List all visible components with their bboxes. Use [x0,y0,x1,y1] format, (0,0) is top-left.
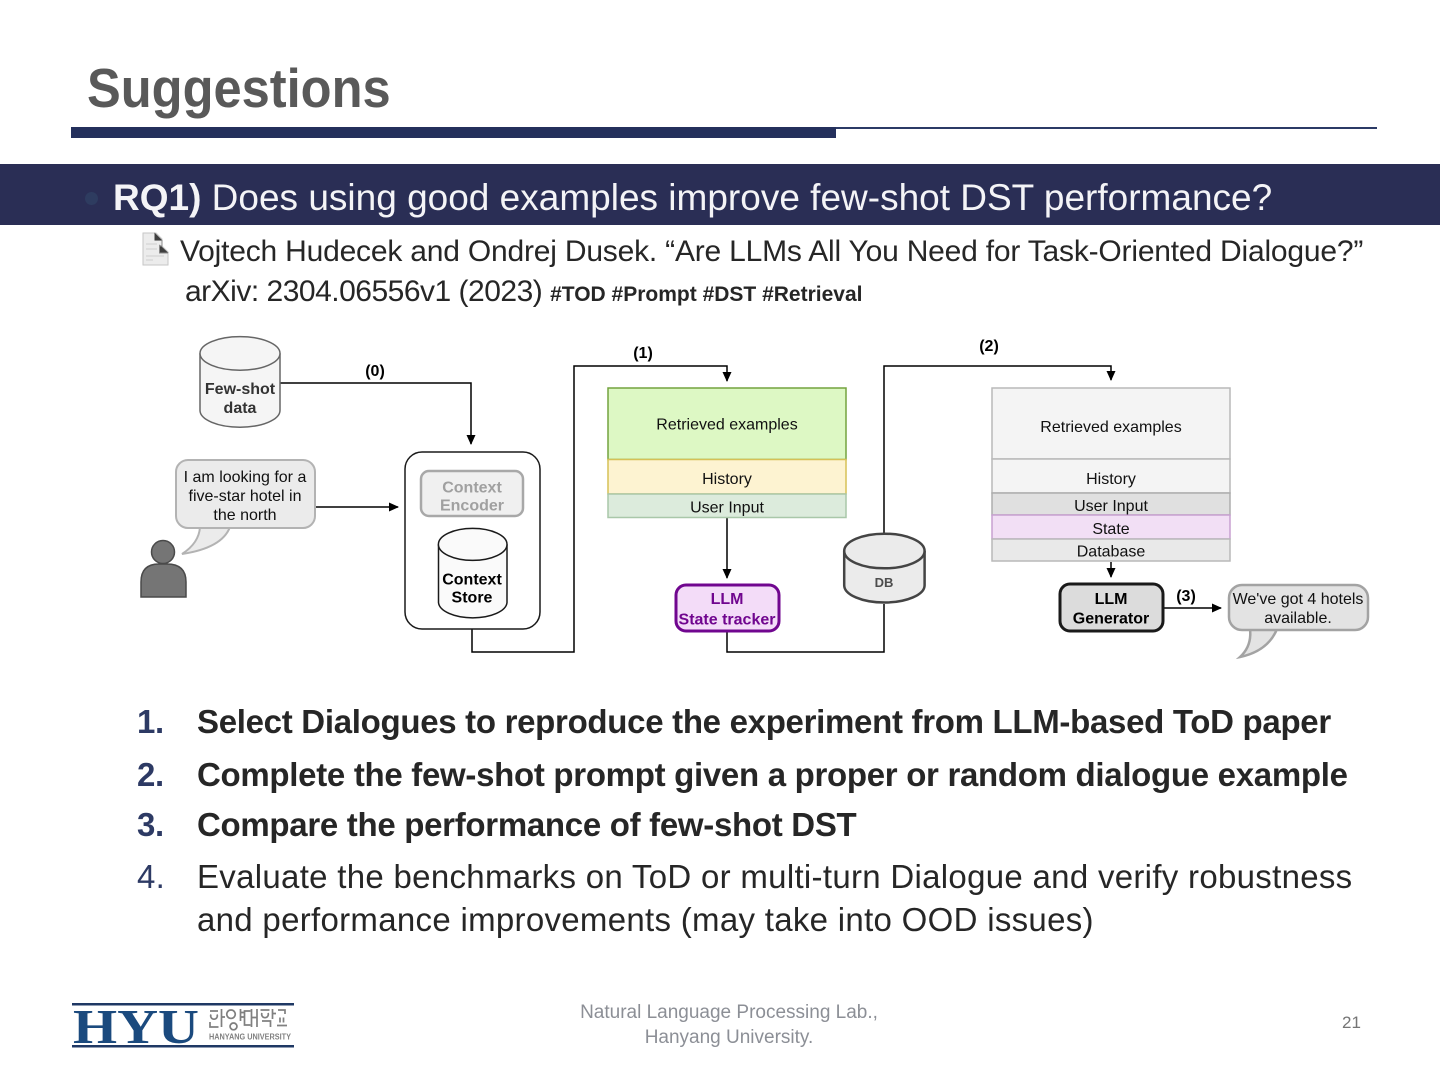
svg-text:I am looking for a: I am looking for a [184,469,307,486]
svg-text:LLM: LLM [711,591,744,608]
svg-text:We've got 4 hotels: We've got 4 hotels [1233,591,1364,608]
svg-text:(0): (0) [365,363,385,380]
svg-text:Database: Database [1077,544,1146,561]
svg-text:(1): (1) [633,345,653,362]
svg-text:Retrieved examples: Retrieved examples [656,417,797,434]
svg-text:five-star hotel in: five-star hotel in [189,488,302,505]
svg-text:Context: Context [442,572,502,589]
svg-text:Few-shot: Few-shot [205,381,276,398]
svg-text:State: State [1092,521,1129,538]
svg-text:Store: Store [452,590,493,607]
svg-text:Generator: Generator [1073,611,1149,628]
svg-text:(3): (3) [1176,588,1196,605]
svg-text:data: data [224,400,257,417]
svg-text:State tracker: State tracker [679,612,776,629]
svg-text:available.: available. [1264,610,1332,627]
svg-text:the north: the north [213,507,276,524]
svg-text:HANYANG UNIVERSITY: HANYANG UNIVERSITY [209,1033,292,1042]
svg-text:History: History [702,471,752,488]
svg-text:DB: DB [875,575,894,590]
svg-text:User Input: User Input [1074,498,1148,515]
svg-text:History: History [1086,471,1136,488]
svg-text:Context: Context [442,480,502,497]
svg-text:User Input: User Input [690,500,764,517]
svg-text:Encoder: Encoder [440,498,504,515]
svg-text:(2): (2) [979,338,999,355]
svg-text:LLM: LLM [1095,591,1128,608]
svg-text:Retrieved examples: Retrieved examples [1040,419,1181,436]
svg-text:HYU: HYU [73,999,199,1053]
